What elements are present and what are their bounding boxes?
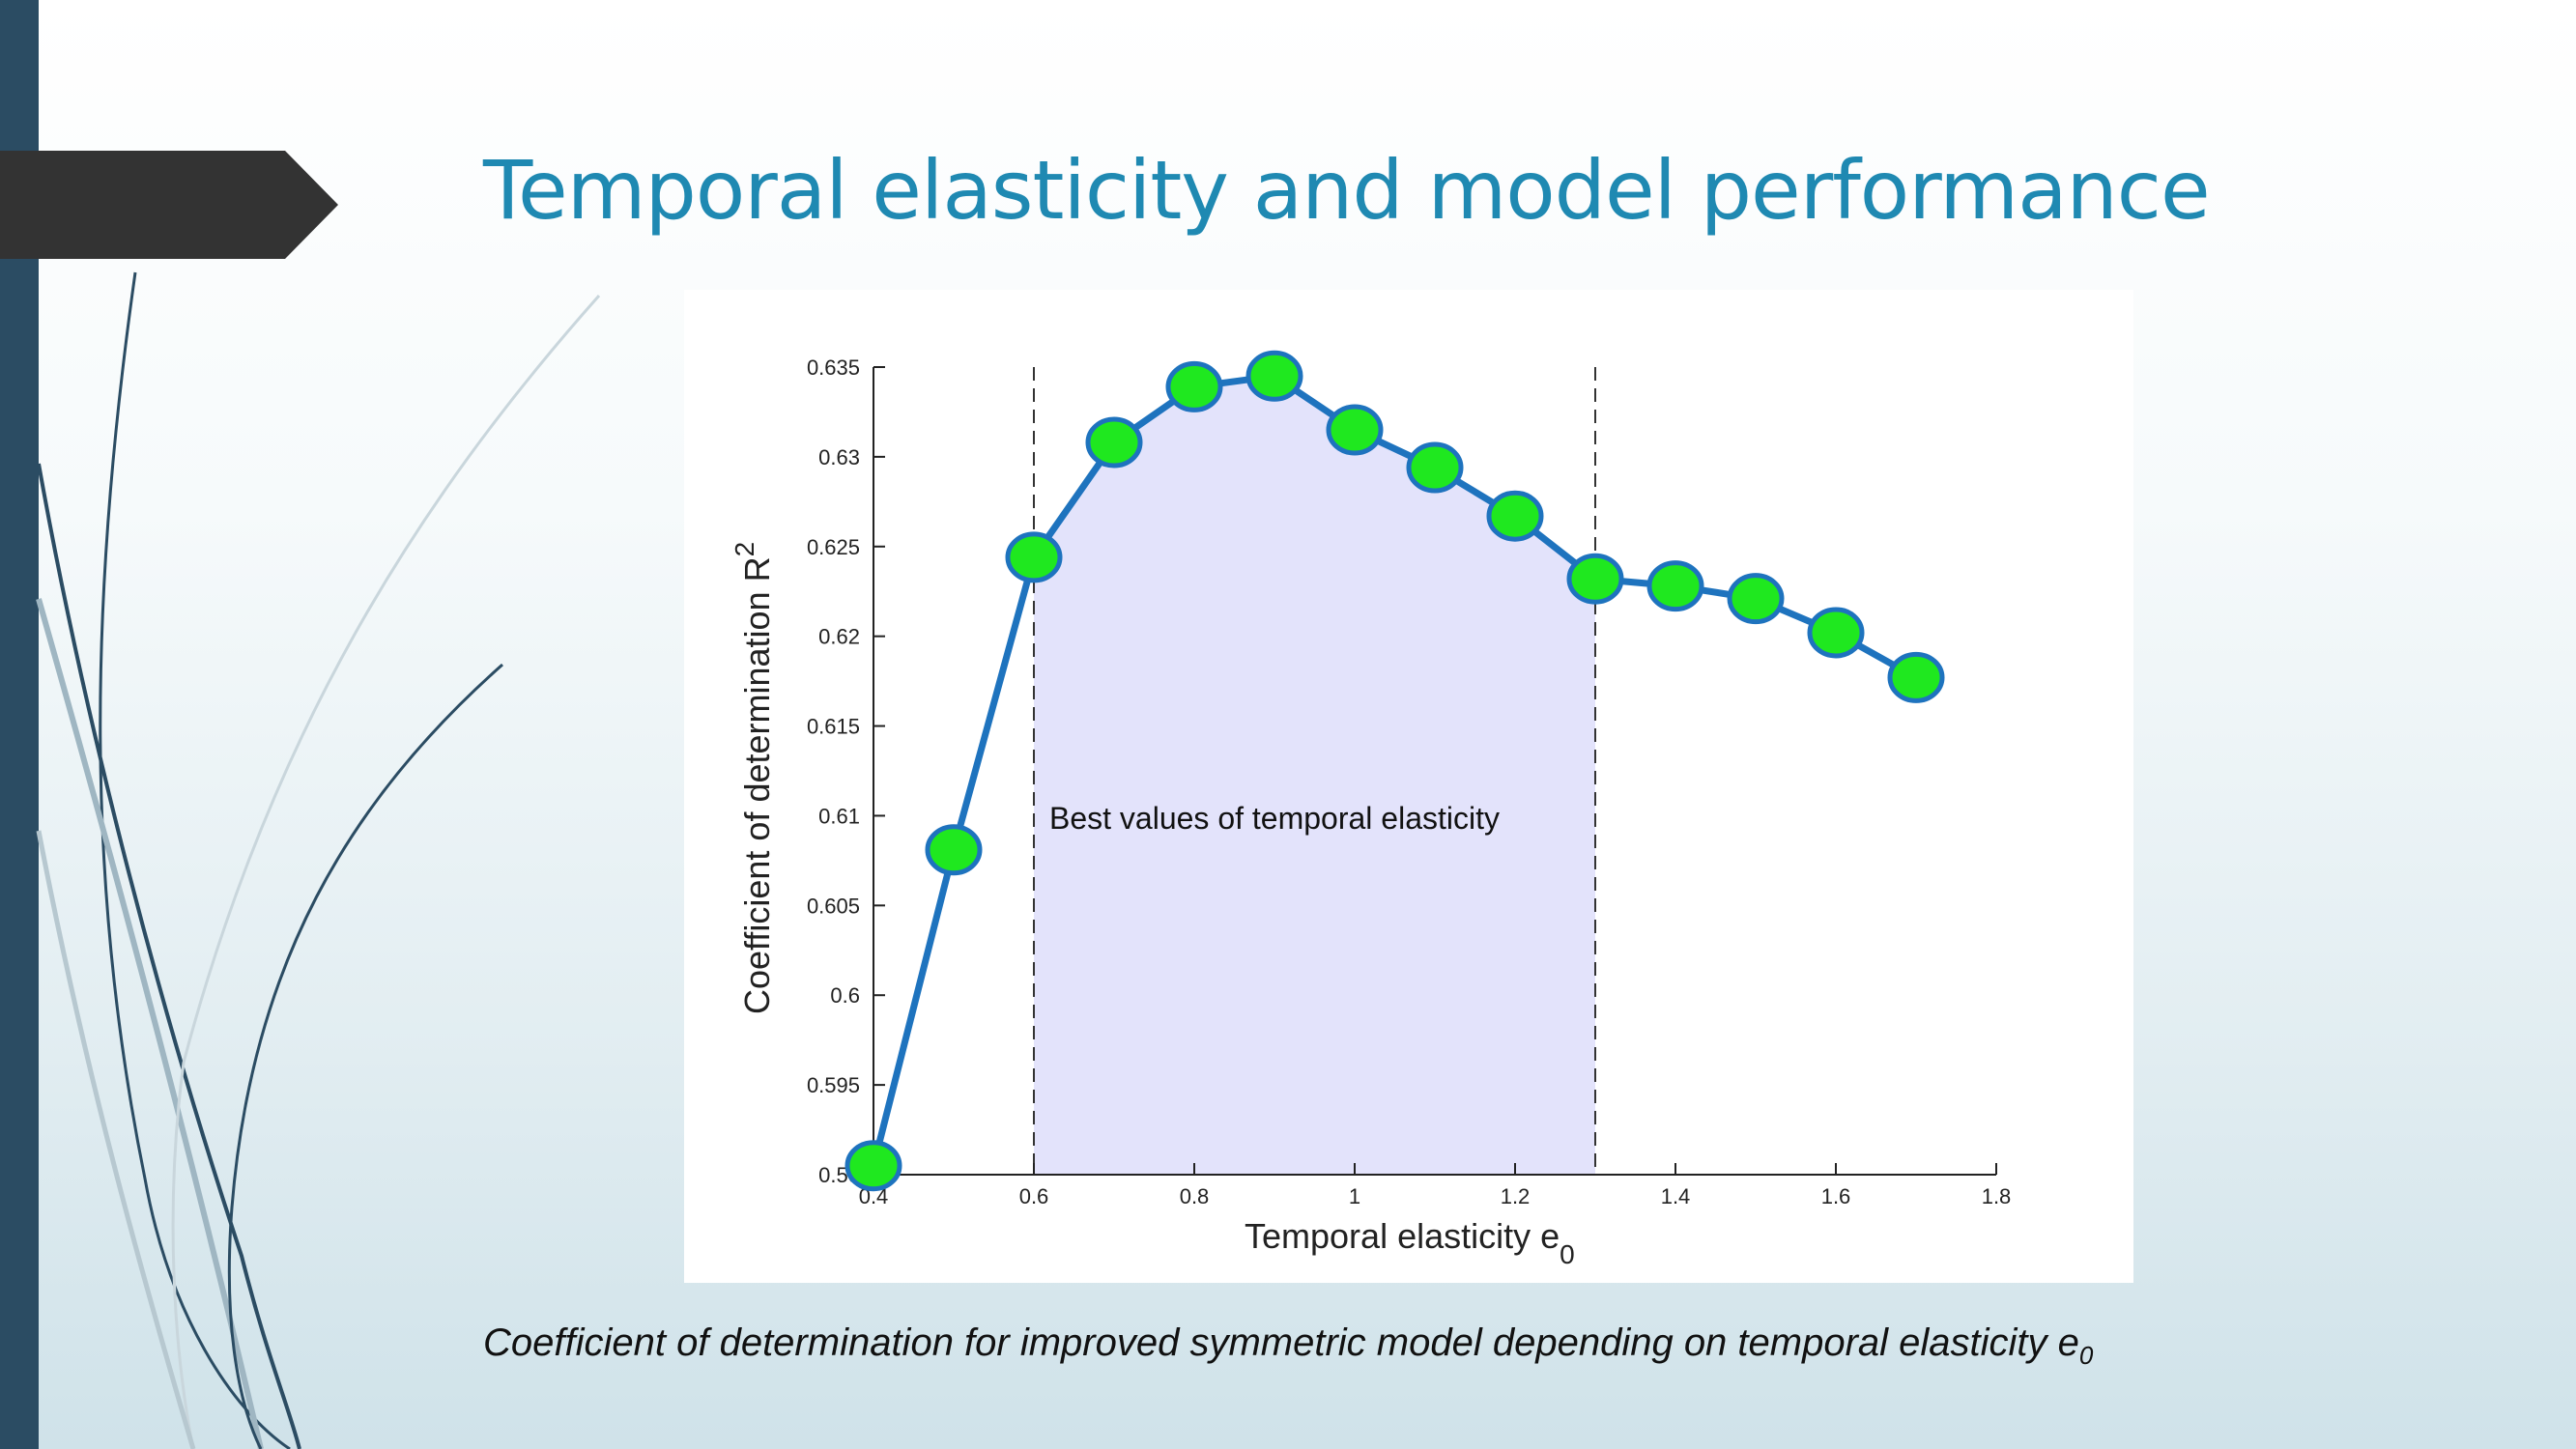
data-point [1486,490,1544,542]
y-tick-label: 0.62 [818,625,860,649]
data-point [1566,553,1624,605]
data-point [1727,573,1785,625]
y-tick-label: 0.63 [818,445,860,469]
data-point [925,824,983,876]
x-tick-label: 1 [1349,1184,1360,1208]
y-tick-label: 0.635 [807,355,860,380]
chart-panel: 0.4 0.6 0.8 1 1.2 1.4 1.6 1.8 0.59 0.595 0.6 0.605 0… [684,290,2133,1283]
y-tick-label: 0.605 [807,894,860,918]
best-region-label: Best values of temporal elasticity [1049,801,1500,836]
x-axis-label: Temporal elasticity e0 [1245,1216,1575,1269]
y-tick-label: 0.625 [807,535,860,559]
x-tick-label: 1.6 [1821,1184,1851,1208]
figure-caption: Coefficient of determination for improve… [483,1321,2094,1370]
x-tick-label: 1.2 [1501,1184,1531,1208]
data-point [1085,416,1143,469]
best-region-shade [1034,376,1595,1175]
data-point [1326,404,1384,456]
data-point [1807,607,1865,659]
y-tick-label: 0.615 [807,715,860,739]
y-tick-label: 0.61 [818,804,860,828]
y-tick-label: 0.595 [807,1073,860,1097]
title-marker-tab [0,151,338,259]
y-tick-label: 0.6 [830,983,860,1008]
x-tick-label: 0.8 [1180,1184,1210,1208]
data-point [1245,350,1303,402]
data-point [844,1140,902,1192]
data-point [1887,651,1945,703]
x-tick-label: 1.4 [1661,1184,1691,1208]
data-point [1005,531,1063,583]
x-tick-label: 1.8 [1982,1184,2012,1208]
data-point [1646,560,1704,612]
x-tick-label: 0.6 [1019,1184,1049,1208]
r2-line-chart: 0.4 0.6 0.8 1 1.2 1.4 1.6 1.80.590.5950.60.6050… [730,350,2012,1269]
slide-title: Temporal elasticity and model performanc… [483,143,2211,238]
y-axis-label: Coefficient of determination R2 [730,542,777,1014]
data-point [1165,360,1223,412]
decorative-swooshes [36,271,601,1449]
data-point [1406,441,1464,494]
